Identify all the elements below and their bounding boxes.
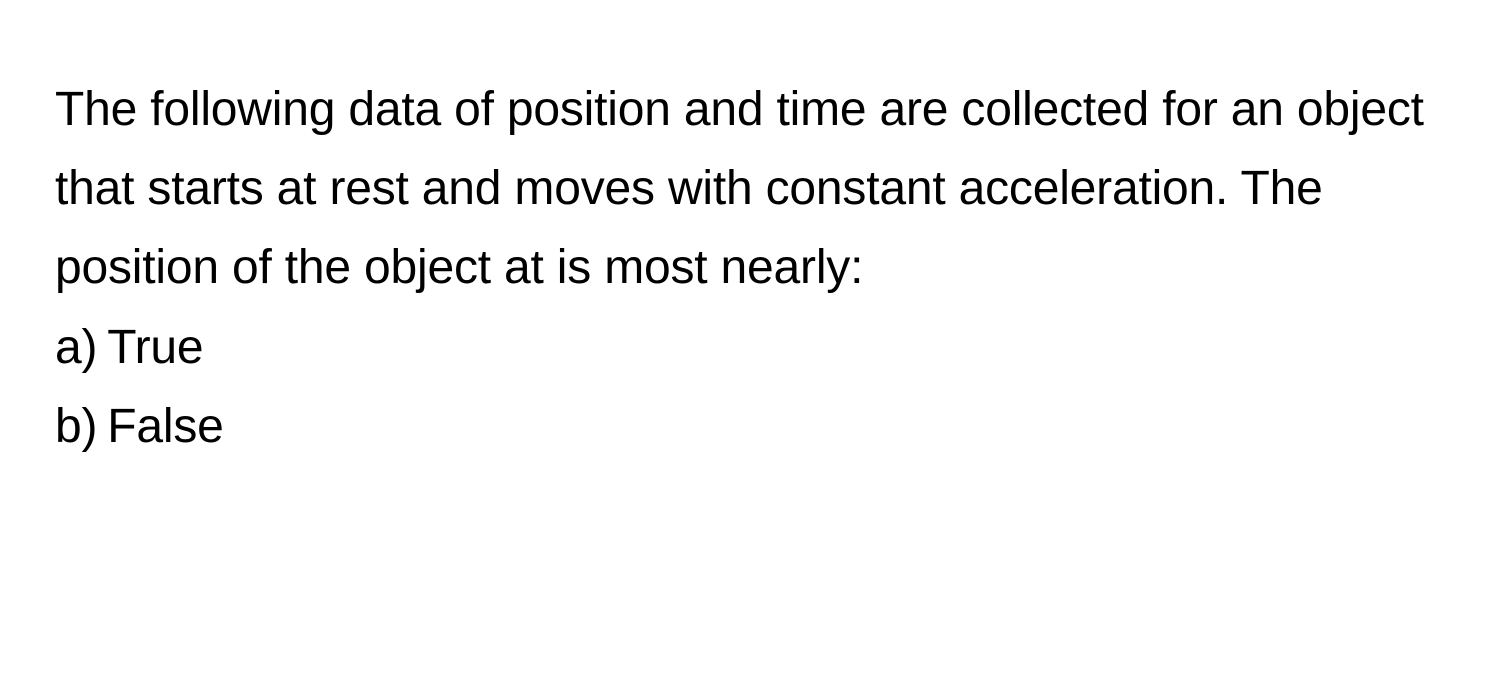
option-b-label: b): [55, 387, 97, 466]
option-b-text: False: [107, 400, 223, 453]
option-a-text: True: [107, 321, 203, 374]
option-a: a)True: [55, 308, 1445, 387]
option-a-label: a): [55, 308, 97, 387]
question-text: The following data of position and time …: [55, 70, 1445, 308]
option-b: b)False: [55, 387, 1445, 466]
